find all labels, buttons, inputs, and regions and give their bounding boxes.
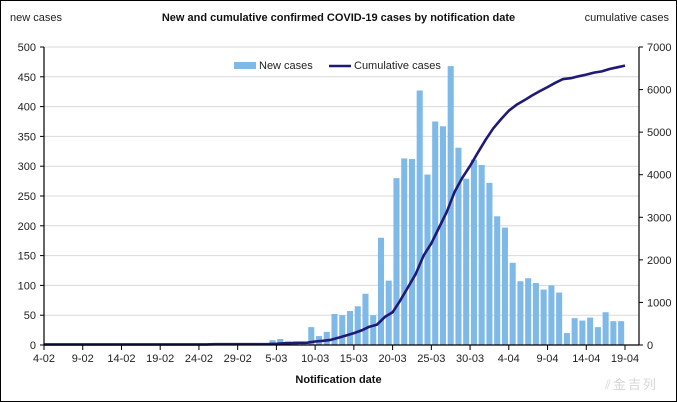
x-tick-label: 15-03 (340, 353, 368, 365)
bar-new-cases (323, 331, 330, 345)
legend-swatch-new-cases (234, 62, 256, 69)
y-right-tick-label: 0 (647, 340, 653, 352)
bar-new-cases (470, 159, 477, 345)
bar-new-cases (331, 314, 338, 345)
bar-new-cases (401, 158, 408, 345)
x-tick-label: 19-04 (611, 353, 639, 365)
x-tick-label: 9-02 (72, 353, 94, 365)
bar-new-cases (277, 339, 284, 345)
watermark-text: 金吉列 (612, 377, 658, 392)
bar-new-cases (416, 90, 423, 346)
y-left-tick-label: 150 (18, 251, 36, 263)
x-tick-label: 19-02 (146, 353, 174, 365)
bar-new-cases (455, 147, 462, 345)
y-left-tick-label: 500 (18, 42, 36, 54)
bar-new-cases (370, 315, 377, 345)
bar-new-cases (385, 280, 392, 345)
bar-new-cases (308, 327, 315, 345)
y-left-tick-label: 400 (18, 102, 36, 114)
y-left-tick-label: 50 (24, 310, 36, 322)
bar-new-cases (548, 285, 555, 345)
bar-new-cases (393, 178, 400, 345)
y-right-tick-label: 7000 (647, 42, 671, 54)
bar-new-cases (424, 174, 431, 345)
bar-new-cases (377, 237, 385, 345)
bar-new-cases (346, 311, 354, 345)
y-left-tick-label: 0 (30, 340, 36, 352)
bar-new-cases (354, 306, 361, 345)
bar-new-cases (339, 315, 346, 345)
y-right-tick-label: 1000 (647, 297, 671, 309)
bar-new-cases (563, 333, 570, 345)
x-tick-label: 14-02 (107, 353, 135, 365)
y-left-tick-label: 450 (18, 72, 36, 84)
x-tick-label: 29-02 (224, 353, 252, 365)
bar-new-cases (540, 289, 547, 345)
right-axis-title: cumulative cases (584, 12, 669, 24)
bar-new-cases (447, 66, 454, 346)
y-left-tick-label: 200 (18, 221, 36, 233)
legend-label-cumulative-cases: Cumulative cases (354, 60, 441, 72)
x-tick-label: 5-03 (265, 353, 287, 365)
bar-new-cases (362, 293, 369, 345)
y-left-tick-label: 100 (18, 280, 36, 292)
x-tick-label: 9-04 (537, 353, 559, 365)
bar-new-cases (571, 318, 578, 345)
bar-new-cases (610, 321, 617, 345)
x-tick-label: 14-04 (572, 353, 600, 365)
bar-new-cases (532, 283, 539, 345)
bar-new-cases (602, 312, 609, 345)
y-right-tick-label: 6000 (647, 85, 671, 97)
y-left-tick-label: 350 (18, 131, 36, 143)
bar-new-cases (517, 281, 524, 345)
x-axis-title: Notification date (295, 374, 382, 386)
y-right-tick-label: 2000 (647, 255, 671, 267)
bar-new-cases (587, 317, 594, 345)
bar-new-cases (494, 216, 501, 345)
x-tick-label: 10-03 (301, 353, 329, 365)
bar-new-cases (525, 278, 532, 345)
x-tick-label: 20-03 (379, 353, 407, 365)
bar-new-cases (269, 340, 276, 345)
bar-new-cases (509, 262, 516, 345)
x-tick-label: 4-02 (33, 353, 55, 365)
y-left-tick-label: 300 (18, 161, 36, 173)
x-tick-label: 25-03 (417, 353, 445, 365)
y-right-tick-label: 3000 (647, 212, 671, 224)
left-axis-title: new cases (10, 12, 62, 24)
bar-new-cases (618, 321, 625, 345)
chart-title: New and cumulative confirmed COVID-19 ca… (161, 12, 516, 24)
legend-label-new-cases: New cases (259, 60, 313, 72)
y-right-tick-label: 4000 (647, 170, 671, 182)
bar-new-cases (408, 159, 415, 345)
bar-new-cases (594, 327, 601, 345)
watermark-logo: ⫽金吉列 (605, 377, 658, 392)
y-right-tick-label: 5000 (647, 127, 671, 139)
bar-new-cases (556, 292, 563, 345)
x-tick-label: 30-03 (456, 353, 484, 365)
x-tick-label: 4-04 (498, 353, 520, 365)
bar-new-cases (439, 126, 446, 345)
y-left-tick-label: 250 (18, 191, 36, 203)
bar-new-cases (486, 182, 493, 345)
bar-new-cases (478, 165, 485, 345)
bar-new-cases (501, 227, 508, 345)
bar-new-cases (463, 178, 470, 345)
x-tick-label: 24-02 (185, 353, 213, 365)
bar-new-cases (579, 320, 586, 345)
